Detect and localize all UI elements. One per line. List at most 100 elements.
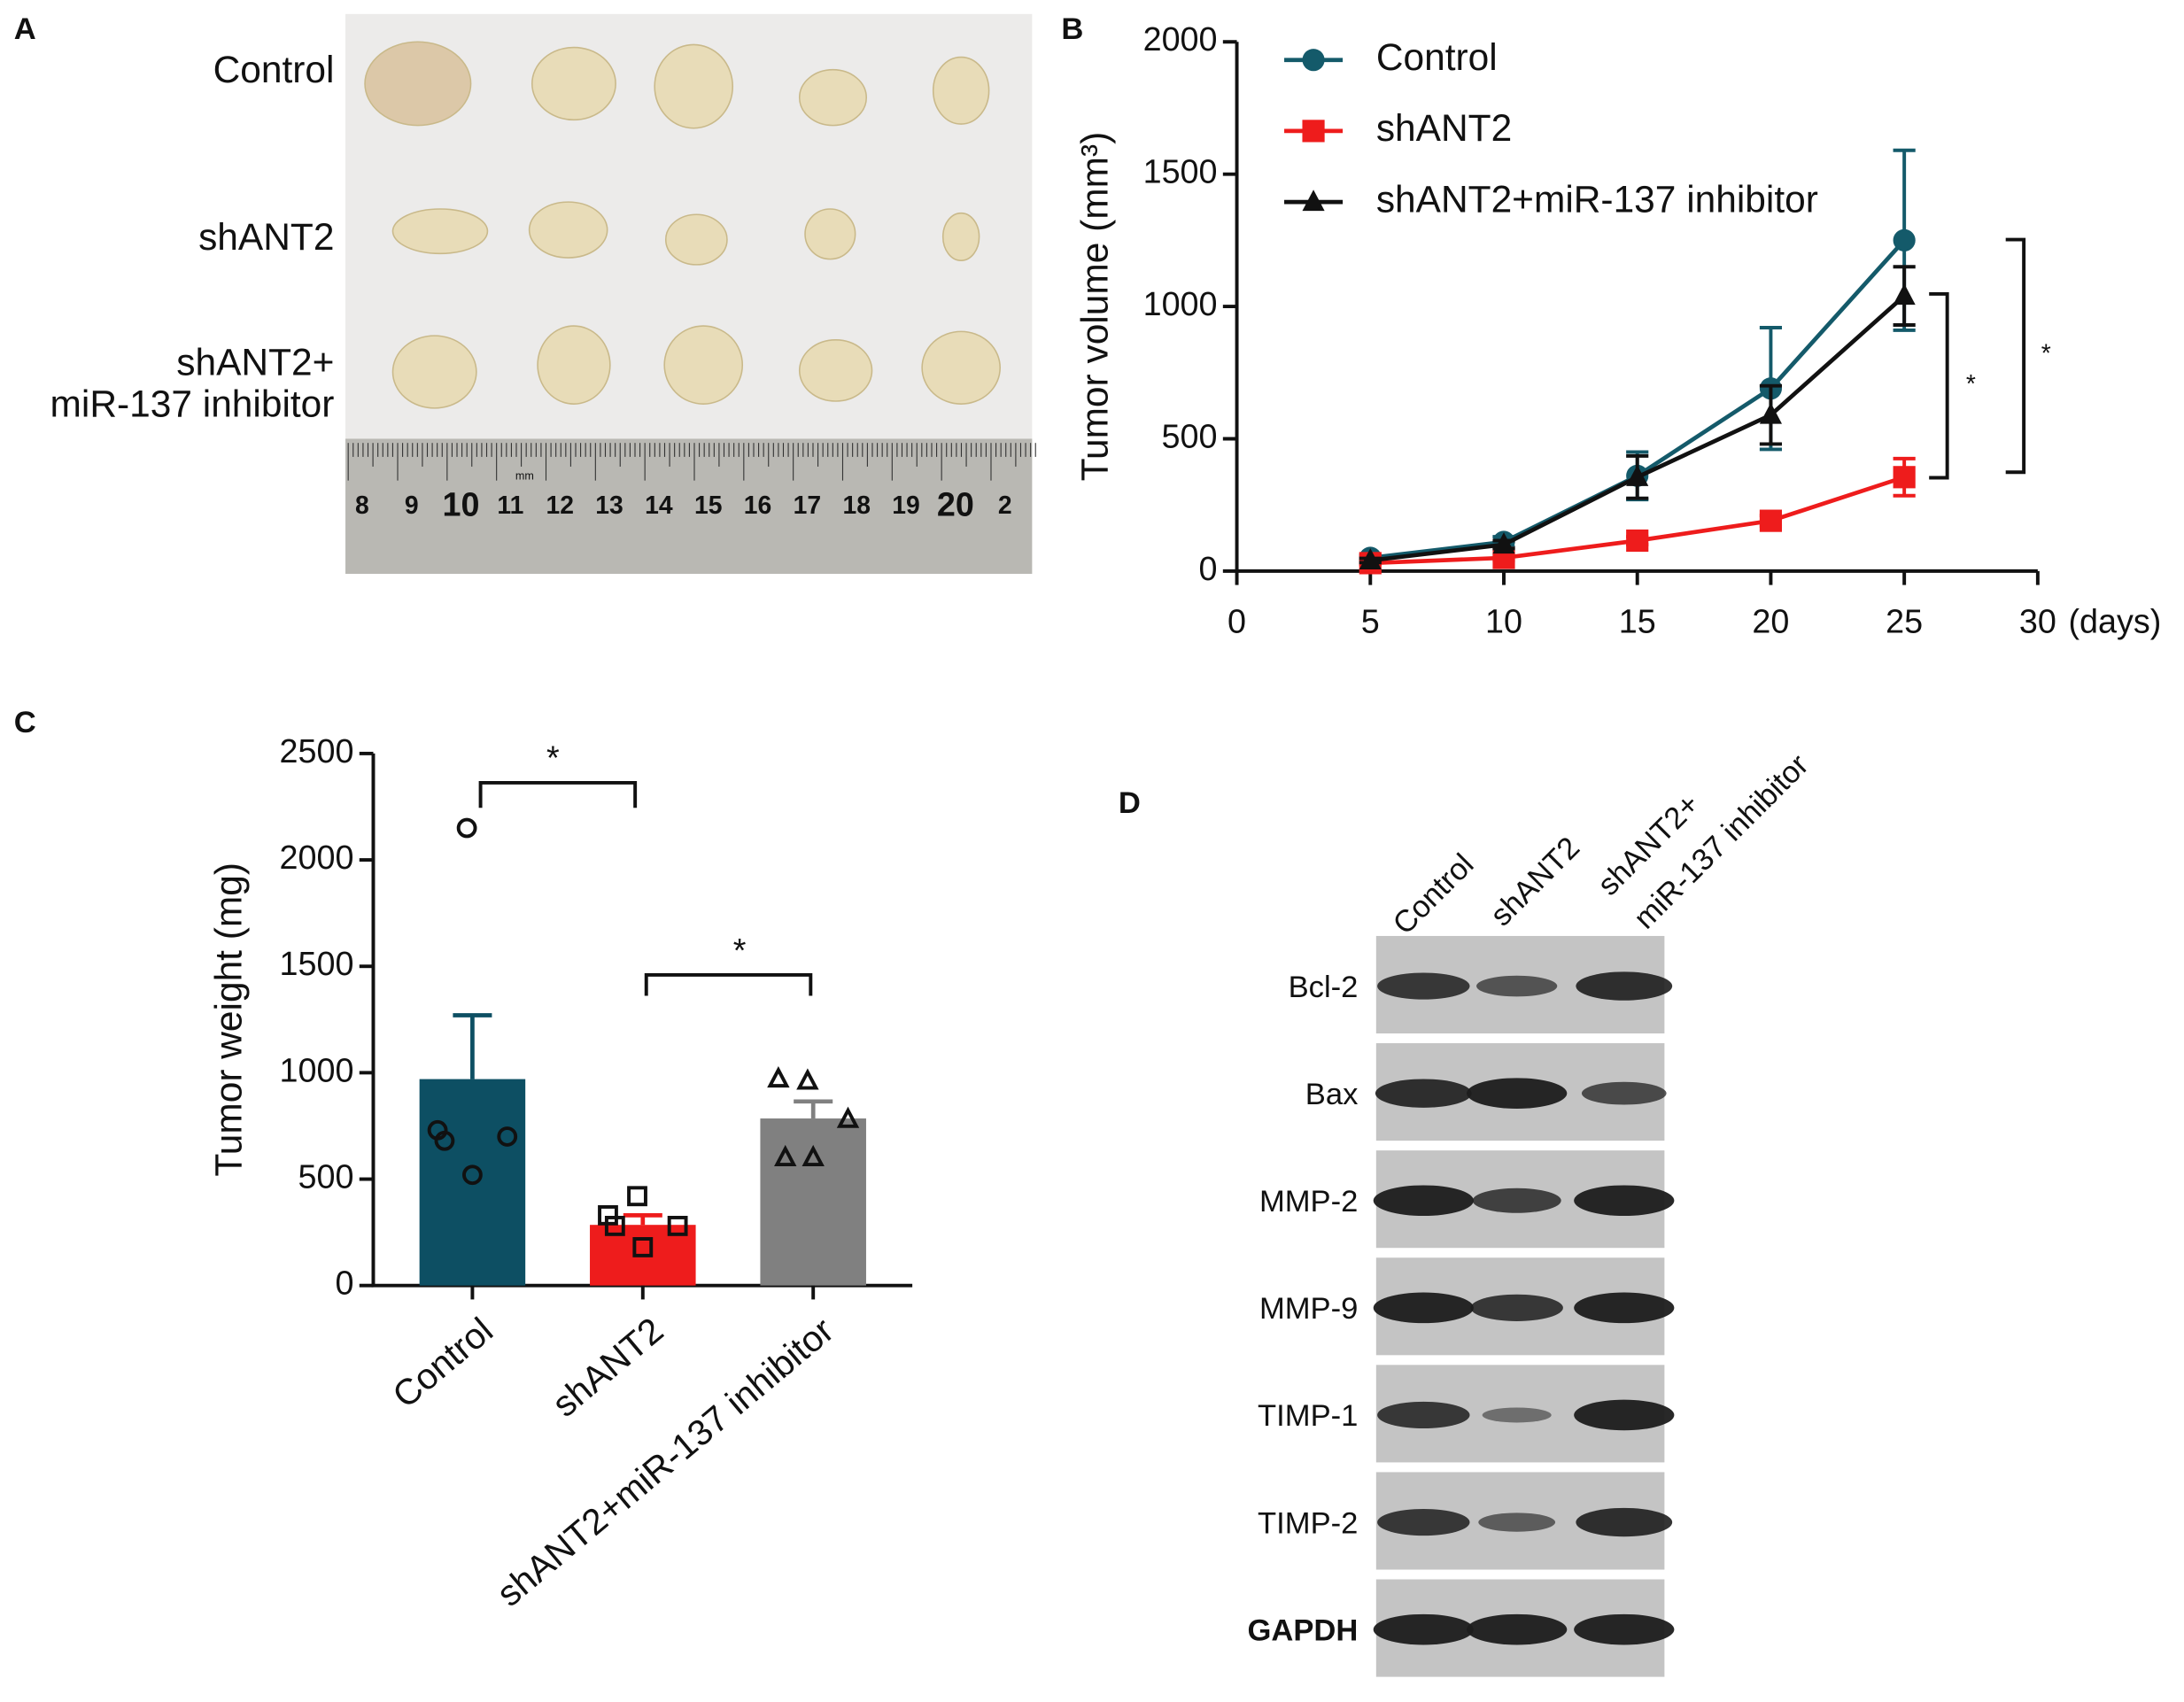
tumors	[364, 41, 1001, 409]
x-tick-label: 0	[1228, 603, 1246, 640]
blot-band	[1482, 1407, 1552, 1423]
ruler-number: 12	[546, 491, 573, 519]
lane-label: Control	[1387, 847, 1481, 941]
blot-band	[1574, 1292, 1675, 1324]
row-label: Control	[213, 49, 335, 90]
x-tick-label: 15	[1619, 603, 1656, 640]
data-point	[1492, 532, 1515, 554]
ruler-number: 2	[998, 491, 1012, 519]
legend-label: shANT2+miR-137 inhibitor	[1376, 178, 1818, 220]
error-bar	[794, 1099, 833, 1119]
data-point	[462, 1164, 483, 1186]
y-tick-label: 0	[335, 1265, 353, 1302]
y-tick-label: 1500	[1143, 153, 1218, 190]
row-label: miR-137 inhibitor	[50, 383, 335, 425]
blot-band	[1373, 1613, 1474, 1645]
y-tick-label: 2000	[1143, 20, 1218, 58]
panel-letter: C	[14, 706, 36, 739]
blot-band	[1373, 1292, 1474, 1324]
data-point	[632, 1237, 654, 1257]
blot-band	[1576, 971, 1673, 1001]
ruler-number: 20	[937, 486, 974, 523]
blot-band	[1375, 1079, 1472, 1108]
blot-band	[1377, 1401, 1470, 1429]
row-label: shANT2+	[176, 341, 334, 383]
data-point	[667, 1215, 688, 1236]
data-point	[1893, 283, 1916, 306]
panel-letter: B	[1061, 12, 1083, 46]
blot-band	[1470, 1294, 1563, 1321]
data-point	[774, 1144, 797, 1167]
y-tick-label: 2500	[280, 732, 354, 770]
protein-label: Bax	[1305, 1078, 1359, 1111]
significance-bracket	[478, 780, 638, 808]
ruler-number: 19	[892, 491, 919, 519]
series-line	[1369, 238, 1906, 561]
ruler-number: 9	[405, 491, 419, 519]
ruler-number: 11	[497, 491, 523, 519]
annotation: *	[2041, 339, 2051, 367]
y-tick-label: 1500	[280, 945, 354, 982]
x-tick-label: 5	[1361, 603, 1380, 640]
data-point	[1893, 466, 1916, 489]
ruler-number: 10	[443, 486, 480, 523]
ruler-number: 16	[744, 491, 771, 519]
error-bar	[623, 1213, 662, 1226]
x-tick-label: Control	[384, 1310, 500, 1416]
protein-label: TIMP-2	[1258, 1506, 1358, 1540]
y-axis-label: Tumor weight (mg)	[207, 863, 249, 1177]
blot-band	[1467, 1613, 1568, 1645]
series-line	[1369, 294, 1906, 563]
x-tick-label: 25	[1886, 603, 1923, 640]
y-axis-label: Tumor volume (mm³)	[1074, 132, 1116, 482]
blot-band	[1574, 1613, 1675, 1645]
data-point	[1893, 228, 1916, 251]
x-tick-label: shANT2	[545, 1310, 671, 1425]
legend-label: Control	[1376, 36, 1498, 78]
blot-band	[1467, 1078, 1568, 1109]
data-point	[1359, 548, 1382, 569]
x-tick-label: 10	[1485, 603, 1522, 640]
blot-band	[1373, 1185, 1474, 1217]
data-point	[796, 1068, 819, 1090]
x-tick-label: shANT2+miR-137 inhibitor	[489, 1310, 841, 1614]
protein-label: MMP-2	[1259, 1185, 1358, 1218]
significance-bracket	[2005, 237, 2026, 475]
x-tick-label: 30	[2019, 603, 2056, 640]
data-point	[767, 1065, 790, 1088]
data-point	[1759, 402, 1783, 424]
ruler-ticks	[347, 443, 1036, 481]
protein-label: MMP-9	[1259, 1292, 1358, 1326]
panel-letter: A	[14, 12, 36, 46]
ruler-unit: mm	[515, 469, 534, 482]
blot-band	[1377, 972, 1470, 1000]
protein-label: Bcl-2	[1289, 971, 1359, 1004]
y-tick-label: 1000	[280, 1051, 354, 1088]
ruler	[345, 438, 1033, 575]
data-point	[1759, 509, 1783, 532]
blot-band	[1478, 1512, 1556, 1532]
annotation: *	[546, 739, 560, 777]
blot-band	[1377, 1508, 1470, 1536]
legend-marker	[1302, 49, 1325, 72]
x-tick-label: 20	[1752, 603, 1789, 640]
y-tick-label: 1000	[1143, 285, 1218, 322]
annotation: *	[733, 932, 747, 969]
lane-label: shANT2	[1484, 831, 1586, 932]
panel-letter: D	[1119, 786, 1141, 820]
annotation: *	[1966, 369, 1976, 398]
x-axis-label: (days)	[2068, 603, 2161, 640]
data-point	[456, 817, 477, 839]
data-point	[434, 1130, 455, 1151]
protein-label: GAPDH	[1248, 1613, 1359, 1647]
data-point	[627, 1186, 647, 1207]
blot-band	[1574, 1185, 1675, 1217]
data-point	[604, 1215, 625, 1236]
data-point	[1626, 464, 1649, 486]
blot-band	[1476, 975, 1558, 997]
protein-label: TIMP-1	[1258, 1399, 1358, 1433]
data-point	[1626, 529, 1649, 553]
data-point	[802, 1144, 825, 1167]
